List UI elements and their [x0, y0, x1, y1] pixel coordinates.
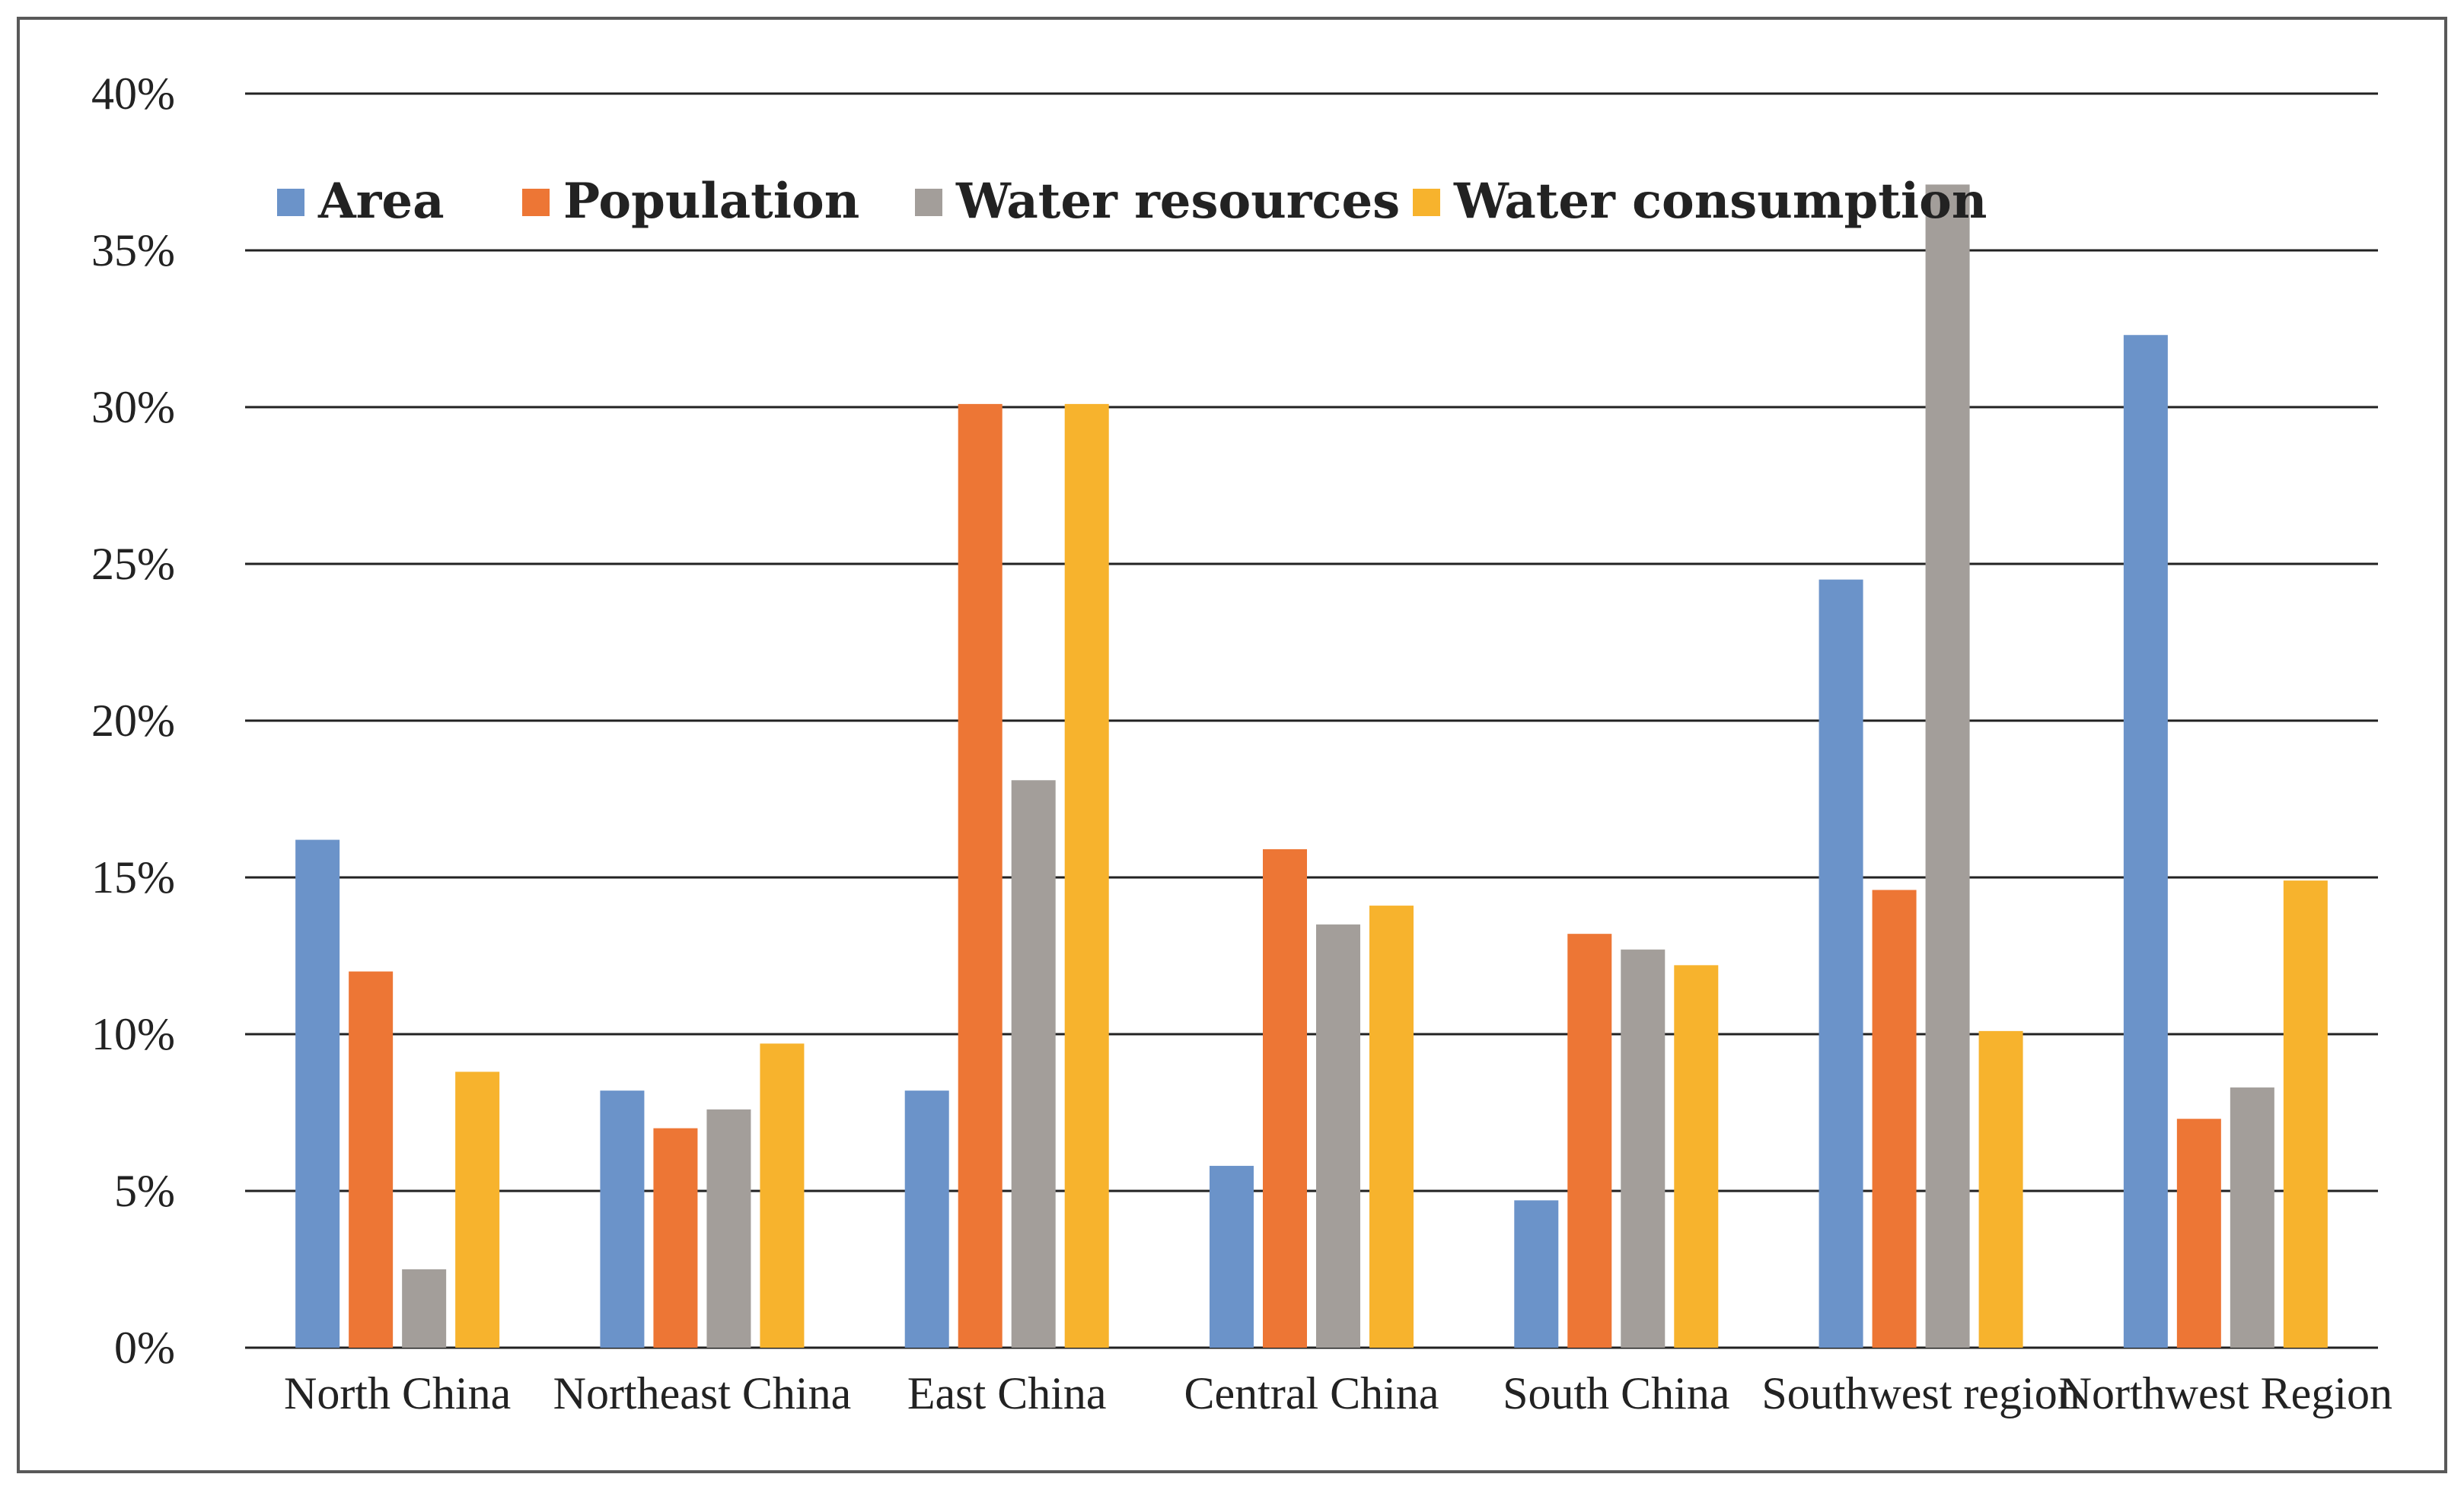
y-tick-label: 0% — [114, 1323, 175, 1373]
y-tick-label: 15% — [91, 852, 175, 903]
bar-water-consumption — [1064, 403, 1109, 1348]
bar-water-consumption — [1674, 965, 1719, 1348]
bars — [295, 184, 2328, 1348]
y-axis-labels: 0% 5% 10% 15% 20% 25% 30% 35% 40% — [91, 68, 175, 1373]
y-tick-label: 30% — [91, 382, 175, 432]
bar-water-consumption — [760, 1043, 805, 1348]
y-tick-label: 10% — [91, 1009, 175, 1059]
bar-area — [600, 1090, 645, 1348]
y-tick-label: 40% — [91, 68, 175, 119]
bar-water-consumption — [1369, 906, 1414, 1348]
x-category-label: East China — [907, 1368, 1107, 1418]
legend-label: Population — [563, 173, 859, 230]
y-tick-label: 35% — [91, 225, 175, 275]
legend-swatch — [522, 189, 550, 216]
bar-water-resources — [1011, 780, 1056, 1348]
legend-swatch — [1413, 189, 1440, 216]
bar-population — [1567, 934, 1612, 1348]
bar-area — [1514, 1200, 1559, 1348]
bar-area — [1819, 579, 1863, 1348]
x-axis-labels: North China Northeast China East China Cent… — [284, 1368, 2392, 1418]
legend-swatch — [277, 189, 304, 216]
bar-water-resources — [706, 1109, 751, 1348]
bar-population — [349, 971, 394, 1348]
x-category-label: South China — [1503, 1368, 1729, 1418]
x-category-label: Southwest region — [1761, 1368, 2080, 1418]
bar-area — [1210, 1166, 1254, 1348]
bar-area — [904, 1090, 949, 1348]
bar-area — [2123, 335, 2168, 1348]
legend-label: Area — [317, 173, 445, 230]
bar-water-resources — [1316, 924, 1360, 1348]
bar-water-consumption — [455, 1071, 500, 1348]
bar-water-resources — [402, 1269, 447, 1348]
bar-water-resources — [1621, 949, 1666, 1348]
bar-population — [958, 403, 1002, 1348]
bar-water-resources — [1925, 184, 1970, 1348]
bar-water-resources — [2230, 1087, 2274, 1348]
bar-population — [1872, 890, 1917, 1348]
bar-population — [1263, 848, 1307, 1348]
legend: Area Population Water resources Water consu… — [277, 173, 1987, 230]
y-tick-label: 25% — [91, 539, 175, 589]
x-category-label: Northeast China — [553, 1368, 852, 1418]
y-tick-label: 20% — [91, 696, 175, 746]
x-category-label: North China — [284, 1368, 511, 1418]
y-tick-label: 5% — [114, 1166, 175, 1216]
legend-swatch — [915, 189, 942, 216]
bar-area — [295, 839, 340, 1348]
bar-population — [653, 1128, 698, 1348]
legend-label: Water consumption — [1453, 173, 1987, 230]
bar-population — [2176, 1119, 2221, 1348]
chart-frame: 0% 5% 10% 15% 20% 25% 30% 35% 40% North China Nor… — [17, 17, 2447, 1473]
bar-chart: 0%5%10%15%20%25%30%35%40% North China Nor… — [91, 68, 2392, 1418]
gridlines — [245, 92, 2378, 1349]
legend-label: Water resources — [955, 173, 1400, 230]
x-category-label: Central China — [1184, 1368, 1439, 1418]
bar-water-consumption — [2283, 880, 2328, 1348]
bar-water-consumption — [1978, 1030, 2023, 1348]
x-category-label: Northwest Region — [2059, 1368, 2392, 1418]
